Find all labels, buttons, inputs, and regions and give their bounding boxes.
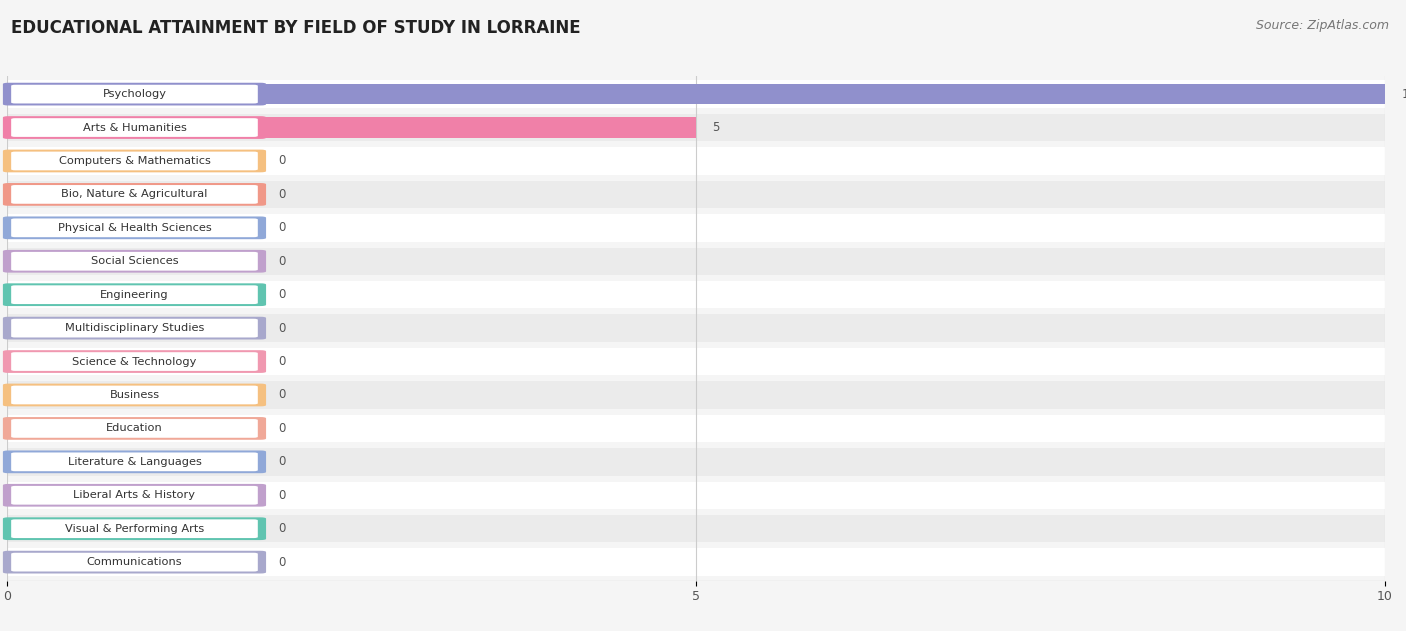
FancyBboxPatch shape (11, 486, 257, 505)
FancyBboxPatch shape (11, 452, 257, 471)
Bar (7, 84, 1385, 105)
Text: Arts & Humanities: Arts & Humanities (83, 122, 187, 133)
Text: Visual & Performing Arts: Visual & Performing Arts (65, 524, 204, 534)
FancyBboxPatch shape (3, 150, 266, 172)
FancyBboxPatch shape (3, 83, 266, 105)
FancyBboxPatch shape (11, 85, 257, 103)
FancyBboxPatch shape (3, 417, 266, 440)
Bar (7, 114, 1385, 141)
Text: 0: 0 (278, 322, 285, 334)
Text: Engineering: Engineering (100, 290, 169, 300)
Text: 0: 0 (278, 489, 285, 502)
Bar (7, 281, 1385, 309)
FancyBboxPatch shape (11, 218, 257, 237)
Text: Multidisciplinary Studies: Multidisciplinary Studies (65, 323, 204, 333)
Text: 0: 0 (278, 288, 285, 301)
Text: 0: 0 (278, 221, 285, 234)
Text: 0: 0 (278, 188, 285, 201)
Text: Bio, Nature & Agricultural: Bio, Nature & Agricultural (62, 189, 208, 199)
FancyBboxPatch shape (11, 419, 257, 438)
Text: 0: 0 (278, 155, 285, 167)
Bar (7, 147, 1385, 175)
Text: Computers & Mathematics: Computers & Mathematics (59, 156, 211, 166)
FancyBboxPatch shape (3, 283, 266, 306)
FancyBboxPatch shape (3, 551, 266, 574)
Text: 10: 10 (1402, 88, 1406, 100)
Bar (7, 180, 1385, 208)
FancyBboxPatch shape (3, 350, 266, 373)
FancyBboxPatch shape (11, 352, 257, 371)
Text: 0: 0 (278, 456, 285, 468)
FancyBboxPatch shape (11, 151, 257, 170)
Text: 0: 0 (278, 556, 285, 569)
Text: EDUCATIONAL ATTAINMENT BY FIELD OF STUDY IN LORRAINE: EDUCATIONAL ATTAINMENT BY FIELD OF STUDY… (11, 19, 581, 37)
FancyBboxPatch shape (11, 252, 257, 271)
Bar (7, 314, 1385, 342)
Text: Physical & Health Sciences: Physical & Health Sciences (58, 223, 211, 233)
Bar (7, 348, 1385, 375)
FancyBboxPatch shape (11, 185, 257, 204)
Bar (7, 548, 1385, 576)
Text: 0: 0 (278, 389, 285, 401)
FancyBboxPatch shape (3, 317, 266, 339)
Text: 0: 0 (278, 355, 285, 368)
Bar (7, 481, 1385, 509)
Bar (7, 247, 1385, 275)
Text: 0: 0 (278, 422, 285, 435)
Text: Education: Education (105, 423, 163, 433)
Bar (7, 515, 1385, 543)
Text: Literature & Languages: Literature & Languages (67, 457, 201, 467)
Text: Science & Technology: Science & Technology (72, 357, 197, 367)
Text: Communications: Communications (87, 557, 183, 567)
FancyBboxPatch shape (3, 484, 266, 507)
Text: 0: 0 (278, 522, 285, 535)
FancyBboxPatch shape (11, 319, 257, 338)
FancyBboxPatch shape (11, 285, 257, 304)
Text: 0: 0 (278, 255, 285, 268)
Bar (7, 381, 1385, 409)
Bar (7, 448, 1385, 476)
FancyBboxPatch shape (3, 216, 266, 239)
Text: Psychology: Psychology (103, 89, 166, 99)
Bar (7, 214, 1385, 242)
FancyBboxPatch shape (3, 517, 266, 540)
Text: 5: 5 (713, 121, 720, 134)
Bar (7, 80, 1385, 108)
Text: Social Sciences: Social Sciences (90, 256, 179, 266)
FancyBboxPatch shape (3, 250, 266, 273)
Text: Liberal Arts & History: Liberal Arts & History (73, 490, 195, 500)
FancyBboxPatch shape (3, 384, 266, 406)
Bar (7, 117, 696, 138)
Bar (7, 415, 1385, 442)
FancyBboxPatch shape (11, 519, 257, 538)
FancyBboxPatch shape (11, 553, 257, 572)
FancyBboxPatch shape (3, 183, 266, 206)
FancyBboxPatch shape (11, 118, 257, 137)
FancyBboxPatch shape (3, 116, 266, 139)
FancyBboxPatch shape (11, 386, 257, 404)
Text: Source: ZipAtlas.com: Source: ZipAtlas.com (1256, 19, 1389, 32)
FancyBboxPatch shape (3, 451, 266, 473)
Text: Business: Business (110, 390, 159, 400)
